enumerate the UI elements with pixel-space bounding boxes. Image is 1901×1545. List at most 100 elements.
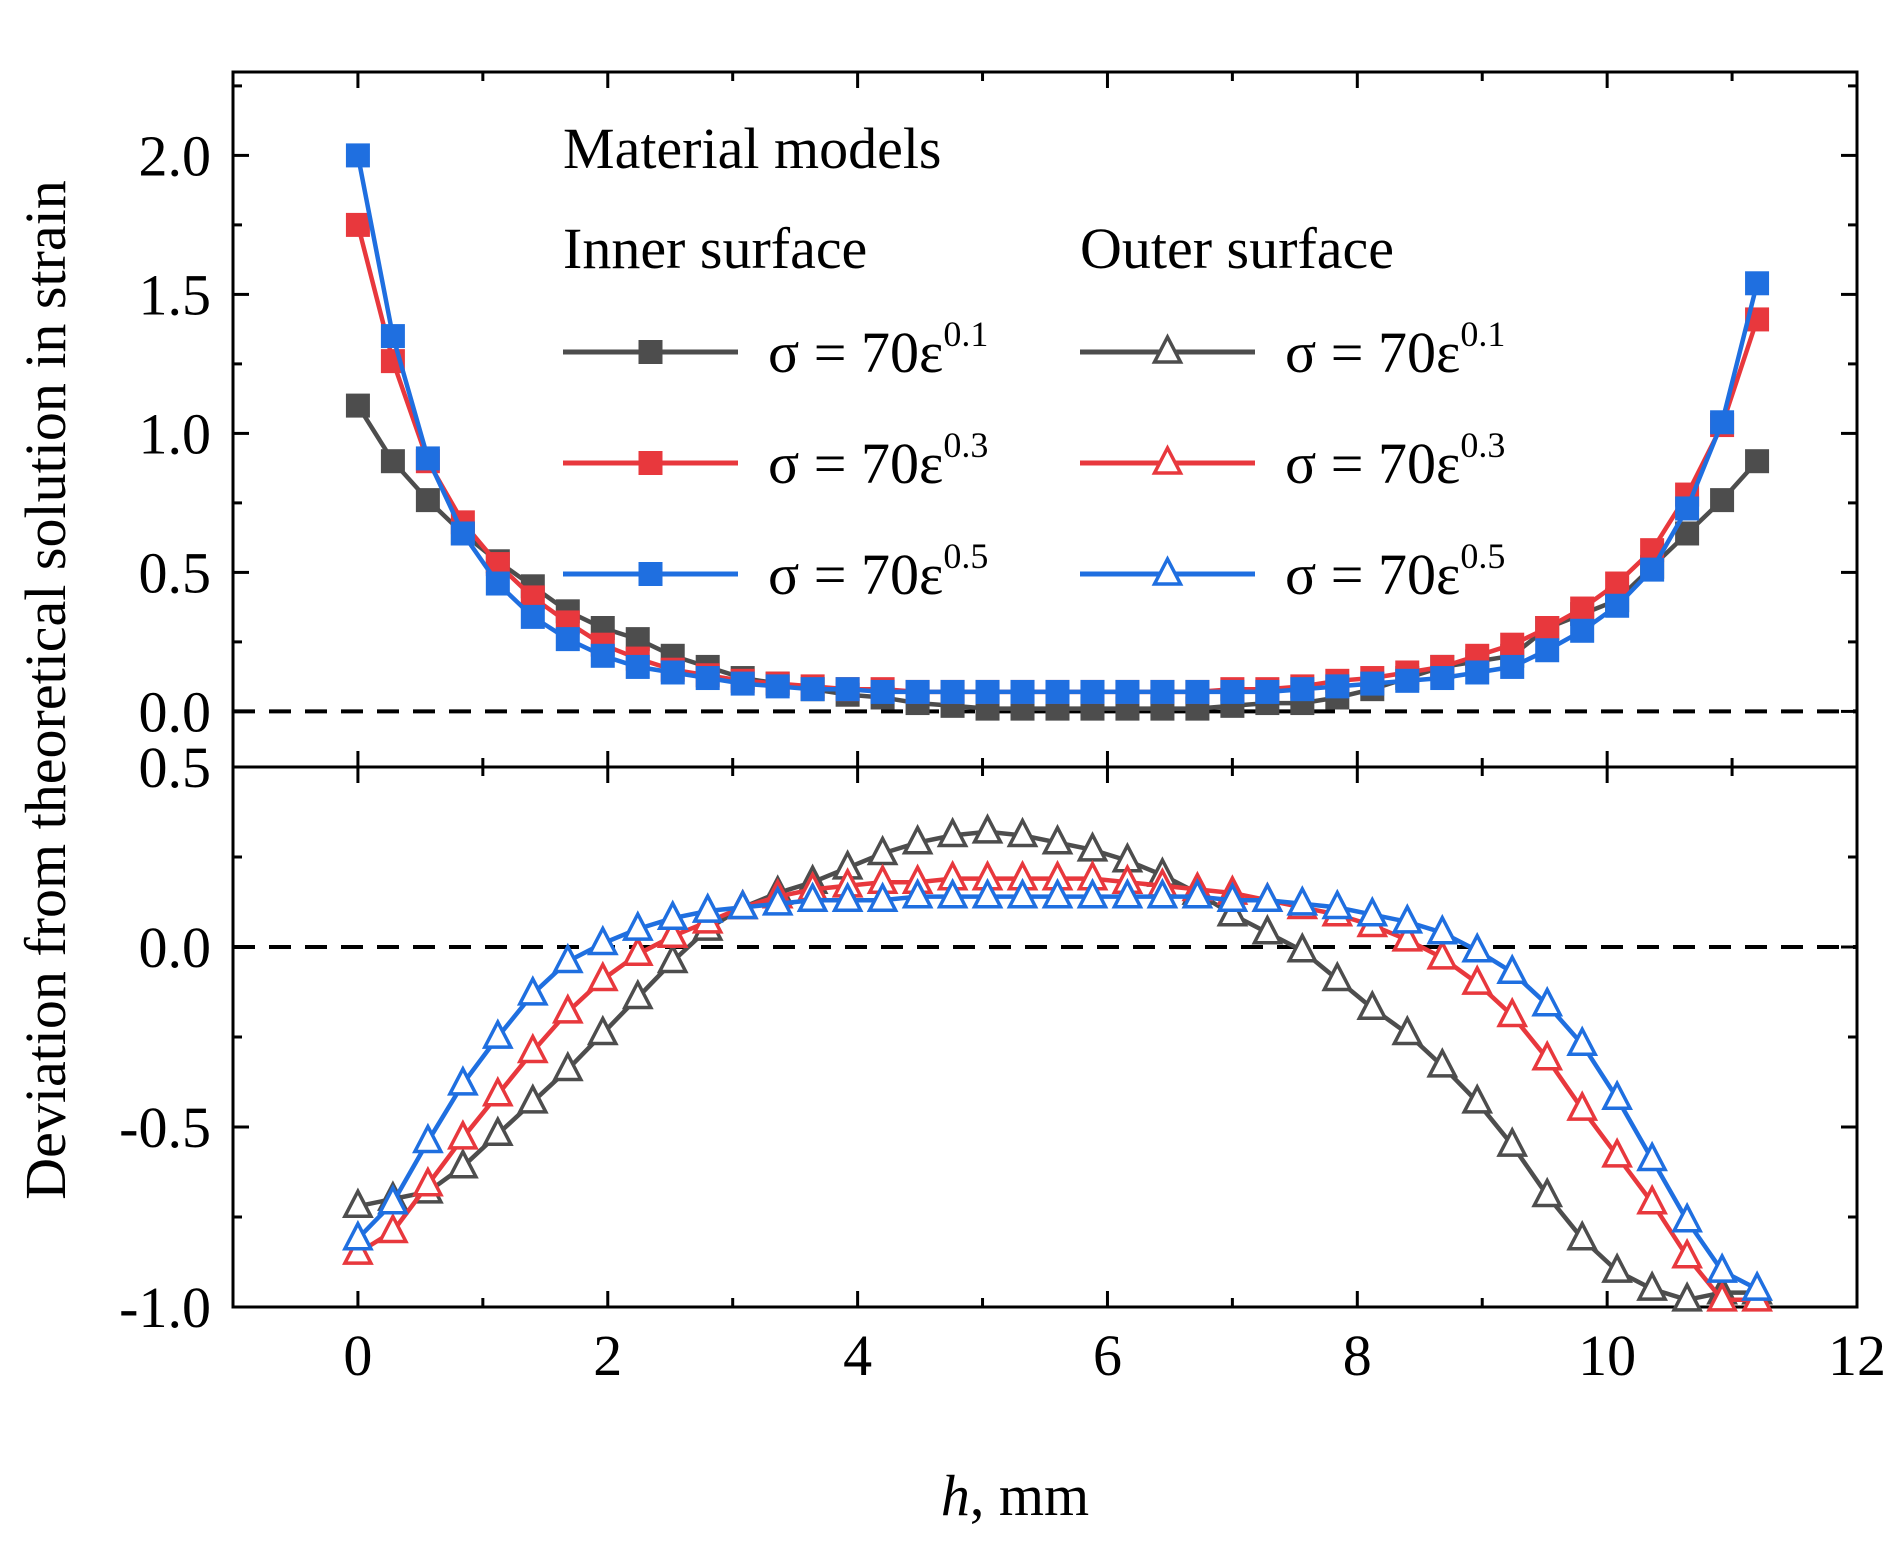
data-point [866, 881, 899, 913]
x-tick-label: 2 [593, 1323, 622, 1388]
legend-label: σ = 70ε0.5 [1285, 536, 1505, 607]
data-point [940, 679, 965, 704]
data-point [691, 892, 724, 923]
data-point [1391, 921, 1424, 952]
data-point [761, 885, 794, 916]
data-point [447, 1119, 479, 1150]
data-point [1706, 1281, 1738, 1312]
data-point [1286, 885, 1319, 916]
data-point [1251, 881, 1284, 913]
data-point [905, 679, 930, 704]
data-point [1391, 903, 1424, 934]
data-point [1286, 931, 1319, 963]
legend-marker [638, 562, 663, 586]
legend-group-outer: Outer surface [1080, 216, 1394, 281]
data-point [345, 143, 370, 168]
data-point [1605, 571, 1630, 596]
data-point [450, 521, 475, 546]
data-point [1216, 881, 1249, 913]
data-point [936, 816, 969, 848]
legend-label: σ = 70ε0.5 [768, 536, 988, 607]
data-point [1321, 960, 1354, 992]
data-point [447, 1065, 479, 1096]
y-tick-label: 0.0 [139, 915, 212, 980]
data-point [1496, 1126, 1529, 1157]
data-point [481, 1018, 514, 1049]
data-point [656, 917, 689, 949]
data-point [1636, 1140, 1668, 1172]
data-point [800, 677, 825, 702]
data-point [1461, 1083, 1494, 1114]
data-point [555, 627, 580, 652]
data-point [625, 654, 650, 679]
data-point [1356, 895, 1389, 927]
y-tick-label: 0.5 [139, 540, 212, 605]
data-point [380, 449, 405, 474]
data-point [1426, 939, 1459, 970]
data-point [901, 877, 934, 909]
data-point [866, 834, 899, 866]
data-point [342, 1219, 374, 1251]
data-point [1290, 677, 1315, 702]
data-point [586, 1014, 619, 1046]
data-point [1640, 557, 1665, 582]
x-axis-title: h, mm [941, 1463, 1089, 1528]
data-point [516, 1083, 549, 1114]
legend-entries: σ = 70ε0.1 σ = 70ε0.3 σ = 70ε0.5 σ = 70ε0.1… [563, 314, 1505, 607]
data-point [1216, 895, 1249, 927]
data-point [1706, 1252, 1738, 1283]
data-point [656, 942, 689, 974]
data-point [1566, 1090, 1599, 1121]
data-point [1360, 671, 1385, 696]
data-point [1076, 877, 1109, 909]
data-point [516, 975, 549, 1006]
data-point [345, 393, 370, 418]
data-point [1111, 877, 1144, 909]
data-point [1500, 654, 1525, 679]
data-point [1710, 488, 1735, 513]
data-point [380, 324, 405, 349]
legend-label: σ = 70ε0.1 [1285, 314, 1505, 385]
data-point [971, 877, 1004, 909]
legend-marker [638, 451, 663, 475]
data-point [1675, 496, 1700, 521]
y-axis-title: Deviation from theoretical solution in s… [13, 180, 78, 1200]
legend-marker [1151, 555, 1184, 586]
legend-marker [1151, 444, 1184, 475]
data-point [971, 813, 1004, 844]
data-point [1535, 638, 1560, 663]
data-point [1041, 823, 1074, 855]
data-point [447, 1147, 479, 1179]
data-point [590, 643, 615, 668]
data-point [1531, 985, 1564, 1017]
data-point [377, 1212, 409, 1244]
data-point [1741, 1270, 1773, 1301]
data-point [551, 1050, 584, 1082]
data-point [1601, 1079, 1633, 1111]
data-point [1041, 877, 1074, 909]
data-point [656, 899, 689, 931]
data-point [481, 1115, 514, 1147]
x-tick-label: 8 [1343, 1323, 1372, 1388]
data-point [621, 910, 654, 941]
data-point [695, 666, 720, 691]
data-point [516, 1032, 549, 1064]
data-point [485, 571, 510, 596]
data-point [1181, 877, 1214, 909]
data-point [1636, 1270, 1668, 1301]
y-tick-label: 1.5 [139, 262, 212, 327]
data-point [870, 679, 895, 704]
data-point [1601, 1252, 1633, 1283]
data-point [1325, 674, 1350, 699]
legend: Material models Inner surface Outer surf… [563, 116, 1505, 607]
data-point [377, 1183, 409, 1215]
x-tick-label: 10 [1578, 1323, 1636, 1388]
data-point [621, 978, 654, 1010]
x-tick-label: 6 [1093, 1323, 1122, 1388]
data-point [726, 888, 759, 920]
data-point [1531, 1176, 1564, 1208]
data-point [1426, 1047, 1459, 1078]
data-point [660, 660, 685, 685]
data-point [1605, 593, 1630, 618]
legend-item: σ = 70ε0.3 [1080, 425, 1505, 496]
